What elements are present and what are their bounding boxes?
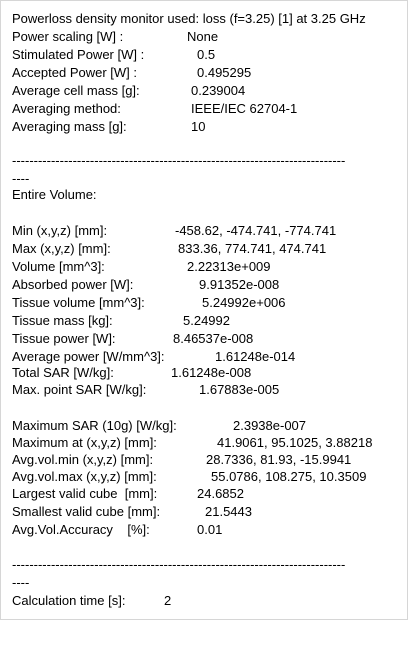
row-label: Average cell mass [g]: <box>12 83 140 98</box>
row-value: 0.495295 <box>197 65 252 80</box>
row-label: Max (x,y,z) [mm]: <box>12 241 111 256</box>
row-max-xyz: Max (x,y,z) [mm]: 833.36, 774.741, 474.7… <box>12 241 326 257</box>
row-average-cell-mass: Average cell mass [g]: 0.239004 <box>12 83 245 99</box>
row-accepted-power: Accepted Power [W] : 0.495295 <box>12 65 251 81</box>
row-label: Average power [W/mm^3]: <box>12 349 165 364</box>
row-label: Maximum at (x,y,z) [mm]: <box>12 435 157 450</box>
row-label: Avg.vol.max (x,y,z) [mm]: <box>12 469 157 484</box>
row-value: 0.01 <box>197 522 223 537</box>
row-value: 55.0786, 108.275, 10.3509 <box>211 469 367 484</box>
row-value: -458.62, -474.741, -774.741 <box>175 223 337 238</box>
row-value: 0.5 <box>197 47 216 62</box>
row-value: 1.61248e-008 <box>171 365 252 380</box>
row-value: 9.91352e-008 <box>199 277 280 292</box>
row-label: Averaging method: <box>12 101 121 116</box>
row-power-scaling: Power scaling [W] : None <box>12 29 218 45</box>
row-max-point-sar: Max. point SAR [W/kg]: 1.67883e-005 <box>12 382 279 398</box>
row-value: 21.5443 <box>205 504 252 519</box>
row-label: Maximum SAR (10g) [W/kg]: <box>12 418 177 433</box>
row-value: 28.7336, 81.93, -15.9941 <box>206 452 352 467</box>
row-tissue-volume: Tissue volume [mm^3]: 5.24992e+006 <box>12 295 286 311</box>
row-label: Min (x,y,z) [mm]: <box>12 223 108 238</box>
row-value: 24.6852 <box>197 486 244 501</box>
row-value: 8.46537e-008 <box>173 331 254 346</box>
row-averaging-method: Averaging method: IEEE/IEC 62704-1 <box>12 101 297 117</box>
row-tissue-power: Tissue power [W]: 8.46537e-008 <box>12 331 253 347</box>
row-label: Averaging mass [g]: <box>12 119 127 134</box>
section-title: Entire Volume: <box>12 187 97 202</box>
row-label: Tissue power [W]: <box>12 331 116 346</box>
row-largest-valid-cube: Largest valid cube [mm]: 24.6852 <box>12 486 244 502</box>
row-value: 1.61248e-014 <box>215 349 296 364</box>
row-calculation-time: Calculation time [s]: 2 <box>12 593 171 609</box>
row-label: Total SAR [W/kg]: <box>12 365 114 380</box>
row-value: IEEE/IEC 62704-1 <box>191 101 298 116</box>
row-value: 1.67883e-005 <box>199 382 280 397</box>
row-avg-vol-min: Avg.vol.min (x,y,z) [mm]: 28.7336, 81.93… <box>12 452 351 468</box>
row-value: 2 <box>164 593 172 608</box>
row-label: Stimulated Power [W] : <box>12 47 145 62</box>
row-label: Avg.Vol.Accuracy [%]: <box>12 522 150 537</box>
separator-line: ----------------------------------------… <box>12 557 346 572</box>
row-total-sar: Total SAR [W/kg]: 1.61248e-008 <box>12 365 251 381</box>
row-min-xyz: Min (x,y,z) [mm]: -458.62, -474.741, -77… <box>12 223 336 239</box>
row-volume: Volume [mm^3]: 2.22313e+009 <box>12 259 271 275</box>
row-maximum-sar: Maximum SAR (10g) [W/kg]: 2.3938e-007 <box>12 418 306 434</box>
row-label: Tissue mass [kg]: <box>12 313 113 328</box>
row-avg-vol-max: Avg.vol.max (x,y,z) [mm]: 55.0786, 108.2… <box>12 469 366 485</box>
row-label: Power scaling [W] : <box>12 29 124 44</box>
row-smallest-valid-cube: Smallest valid cube [mm]: 21.5443 <box>12 504 252 520</box>
row-average-power: Average power [W/mm^3]: 1.61248e-014 <box>12 349 295 365</box>
row-label: Volume [mm^3]: <box>12 259 105 274</box>
row-avg-vol-accuracy: Avg.Vol.Accuracy [%]: 0.01 <box>12 522 222 538</box>
row-value: 41.9061, 95.1025, 3.88218 <box>217 435 373 450</box>
row-label: Accepted Power [W] : <box>12 65 137 80</box>
report-panel: Powerloss density monitor used: loss (f=… <box>0 0 408 620</box>
row-value: 833.36, 774.741, 474.741 <box>178 241 327 256</box>
row-value: 5.24992 <box>183 313 230 328</box>
row-label: Largest valid cube [mm]: <box>12 486 158 501</box>
row-value: None <box>187 29 219 44</box>
separator-line: ----------------------------------------… <box>12 153 346 168</box>
row-value: 10 <box>191 119 206 134</box>
row-label: Smallest valid cube [mm]: <box>12 504 161 519</box>
row-averaging-mass: Averaging mass [g]: 10 <box>12 119 205 135</box>
report-header: Powerloss density monitor used: loss (f=… <box>12 11 366 26</box>
row-value: 2.3938e-007 <box>233 418 307 433</box>
row-maximum-at: Maximum at (x,y,z) [mm]: 41.9061, 95.102… <box>12 435 372 451</box>
separator-line-tail: ---- <box>12 171 30 186</box>
row-label: Tissue volume [mm^3]: <box>12 295 145 310</box>
separator-line-tail: ---- <box>12 575 30 590</box>
row-value: 0.239004 <box>191 83 246 98</box>
row-label: Avg.vol.min (x,y,z) [mm]: <box>12 452 154 467</box>
row-label: Max. point SAR [W/kg]: <box>12 382 147 397</box>
row-tissue-mass: Tissue mass [kg]: 5.24992 <box>12 313 230 329</box>
row-stimulated-power: Stimulated Power [W] : 0.5 <box>12 47 215 63</box>
row-value: 5.24992e+006 <box>202 295 286 310</box>
row-value: 2.22313e+009 <box>187 259 271 274</box>
row-label: Calculation time [s]: <box>12 593 126 608</box>
row-absorbed-power: Absorbed power [W]: 9.91352e-008 <box>12 277 279 293</box>
row-label: Absorbed power [W]: <box>12 277 134 292</box>
